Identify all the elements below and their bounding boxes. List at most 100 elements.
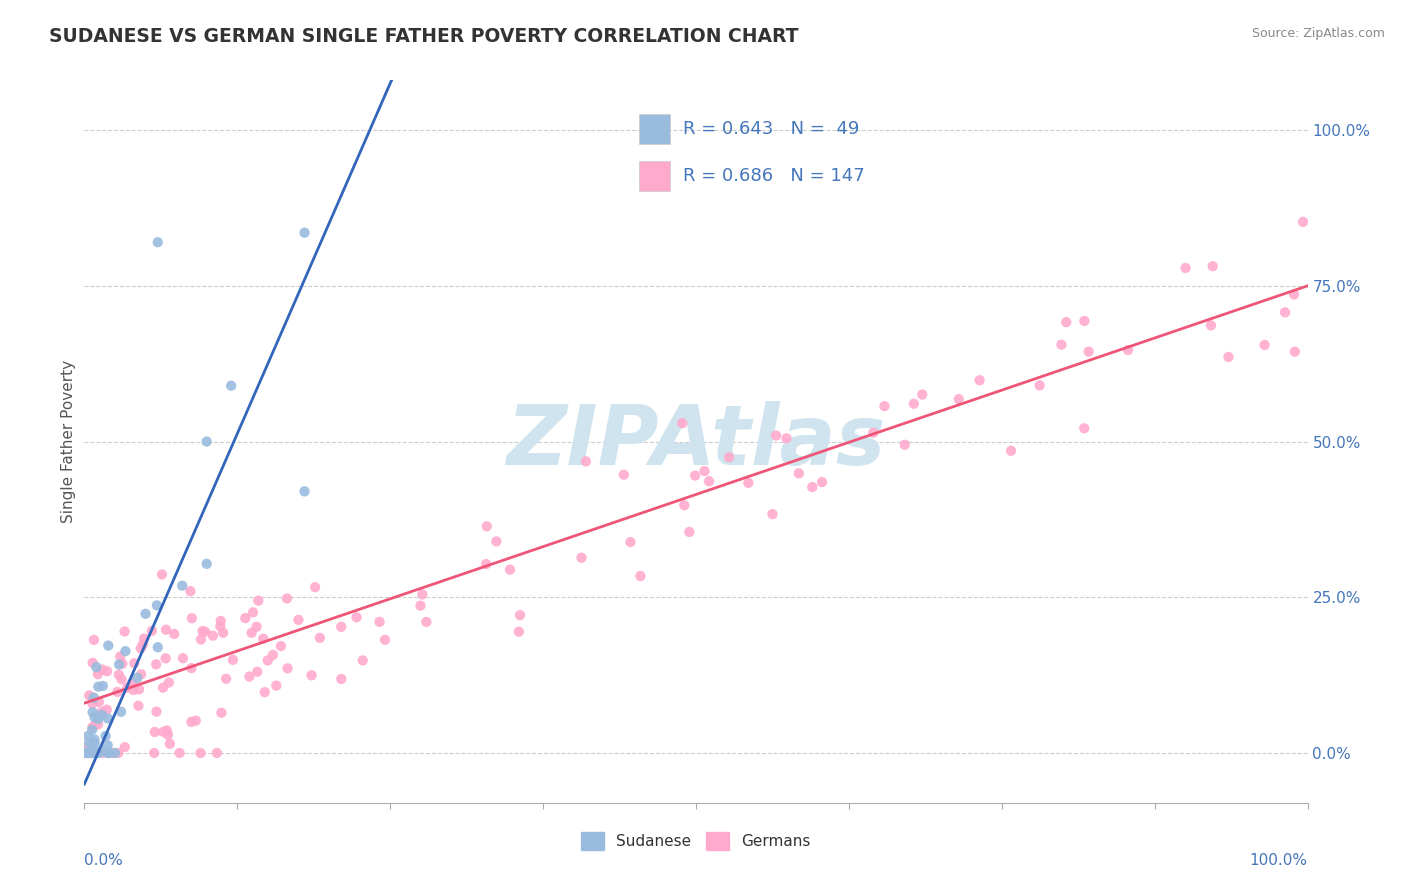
Point	[156, 728, 179, 742]
Point	[862, 425, 884, 440]
Point	[308, 631, 330, 645]
Point	[485, 534, 508, 549]
Point	[82, 697, 104, 711]
Point	[346, 610, 368, 624]
Point	[91, 744, 114, 758]
Point	[77, 689, 100, 703]
Text: ZIPAtlas: ZIPAtlas	[506, 401, 886, 482]
Point	[678, 524, 700, 539]
Point	[619, 535, 641, 549]
Point	[82, 656, 104, 670]
Point	[222, 653, 245, 667]
Point	[80, 723, 103, 737]
Point	[96, 703, 118, 717]
Point	[242, 605, 264, 619]
Point	[911, 387, 934, 401]
Point	[209, 614, 232, 628]
Y-axis label: Single Father Poverty: Single Father Poverty	[60, 360, 76, 523]
Point	[330, 672, 353, 686]
Point	[575, 454, 598, 468]
Point	[114, 624, 136, 639]
Point	[352, 653, 374, 667]
Point	[127, 671, 149, 685]
Point	[84, 746, 107, 760]
Point	[87, 746, 110, 760]
Point	[409, 599, 432, 613]
Point	[266, 679, 288, 693]
Point	[1116, 343, 1139, 357]
Point	[683, 468, 706, 483]
Point	[245, 620, 267, 634]
Point	[96, 664, 118, 678]
Point	[240, 625, 263, 640]
Text: Source: ZipAtlas.com: Source: ZipAtlas.com	[1251, 27, 1385, 40]
Point	[128, 682, 150, 697]
Text: 0.0%: 0.0%	[84, 854, 124, 869]
Point	[86, 746, 108, 760]
Point	[122, 657, 145, 671]
Point	[256, 653, 278, 667]
Point	[180, 714, 202, 729]
Point	[145, 657, 167, 672]
Point	[1284, 344, 1306, 359]
Point	[894, 438, 917, 452]
Point	[737, 475, 759, 490]
Point	[143, 746, 166, 760]
Point	[75, 746, 97, 760]
Point	[262, 648, 284, 662]
Point	[903, 397, 925, 411]
Point	[1202, 259, 1225, 273]
Point	[83, 736, 105, 750]
Point	[156, 723, 179, 738]
Point	[90, 707, 112, 722]
Point	[195, 434, 218, 449]
Point	[114, 644, 136, 658]
Point	[775, 431, 797, 445]
Point	[508, 624, 530, 639]
Point	[87, 712, 110, 726]
Text: 100.0%: 100.0%	[1250, 854, 1308, 869]
Point	[110, 705, 132, 719]
Point	[111, 657, 134, 671]
Point	[301, 668, 323, 682]
Point	[233, 611, 256, 625]
Point	[97, 711, 120, 725]
Point	[77, 729, 100, 743]
Point	[1077, 344, 1099, 359]
Point	[97, 639, 120, 653]
Point	[84, 718, 107, 732]
Point	[628, 569, 651, 583]
Point	[127, 698, 149, 713]
Point	[94, 729, 117, 743]
Point	[115, 681, 138, 695]
Point	[1199, 318, 1222, 333]
Point	[673, 498, 696, 512]
Point	[75, 746, 97, 760]
Point	[276, 591, 298, 606]
Point	[83, 746, 105, 760]
Point	[475, 519, 498, 533]
Point	[374, 632, 396, 647]
Point	[209, 706, 232, 720]
Point	[91, 746, 114, 760]
Point	[77, 736, 100, 750]
Point	[246, 665, 269, 679]
Point	[155, 651, 177, 665]
Point	[180, 611, 202, 625]
Point	[114, 740, 136, 755]
Point	[132, 637, 155, 651]
Point	[253, 685, 276, 699]
Point	[195, 557, 218, 571]
Point	[83, 632, 105, 647]
Point	[613, 467, 636, 482]
Point	[82, 744, 104, 758]
Point	[247, 593, 270, 607]
Point	[1282, 287, 1305, 301]
Point	[146, 599, 169, 613]
Point	[765, 428, 787, 442]
Point	[108, 649, 131, 664]
Point	[84, 746, 107, 760]
Point	[145, 705, 167, 719]
Point	[277, 661, 299, 675]
Point	[87, 667, 110, 681]
